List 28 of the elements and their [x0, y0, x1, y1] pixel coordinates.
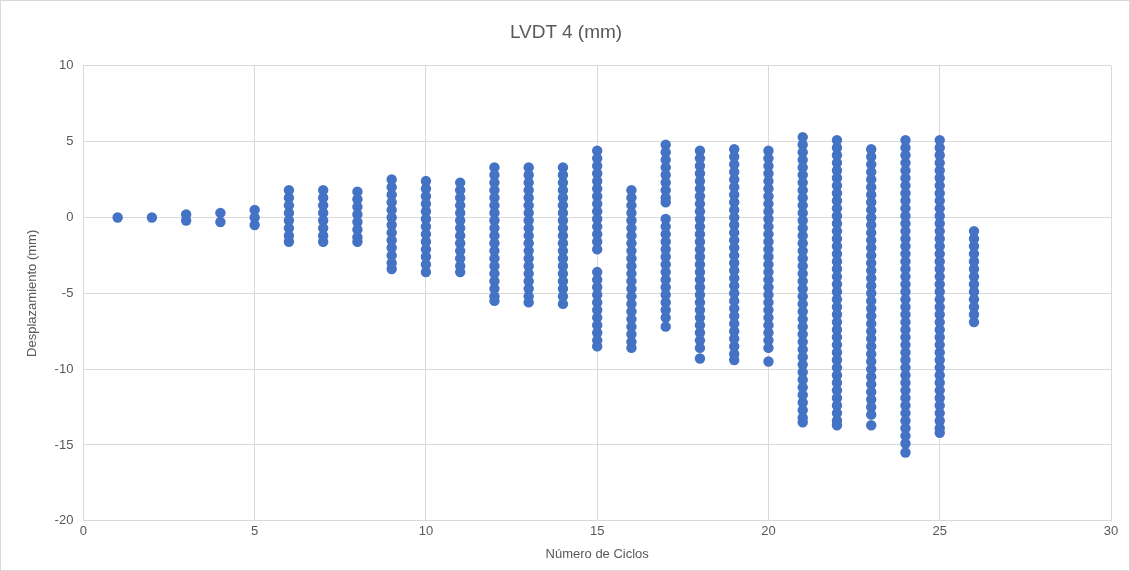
chart-title: LVDT 4 (mm) [509, 20, 623, 42]
x-tick-label: 0 [79, 523, 88, 539]
y-tick-label: -5 [61, 284, 74, 300]
x-tick-label: 30 [1103, 523, 1119, 539]
y-tick-label: -10 [54, 360, 74, 376]
x-axis-title: Número de Ciclos [545, 545, 650, 561]
point [112, 212, 123, 223]
point [146, 212, 158, 223]
x-tick-label: 25 [932, 523, 947, 539]
y-tick-label: -20 [54, 512, 74, 528]
x-tick-label: 5 [251, 523, 259, 539]
x-tick-label: 15 [589, 523, 605, 539]
point [866, 420, 877, 431]
x-tick-label: 20 [761, 523, 776, 539]
y-axis-title: Desplazamiento (mm) [24, 229, 40, 357]
y-tick-label: 10 [58, 57, 74, 73]
y-tick-label: 0 [66, 209, 74, 225]
x-tick-label: 10 [418, 523, 434, 539]
y-tick-label: -15 [54, 436, 74, 452]
point [592, 244, 603, 255]
point [900, 438, 911, 449]
point [900, 447, 911, 458]
point [763, 356, 774, 367]
point [660, 321, 671, 332]
point [694, 353, 706, 364]
y-tick-label: 5 [66, 133, 74, 149]
point [215, 216, 226, 228]
point [215, 207, 226, 219]
